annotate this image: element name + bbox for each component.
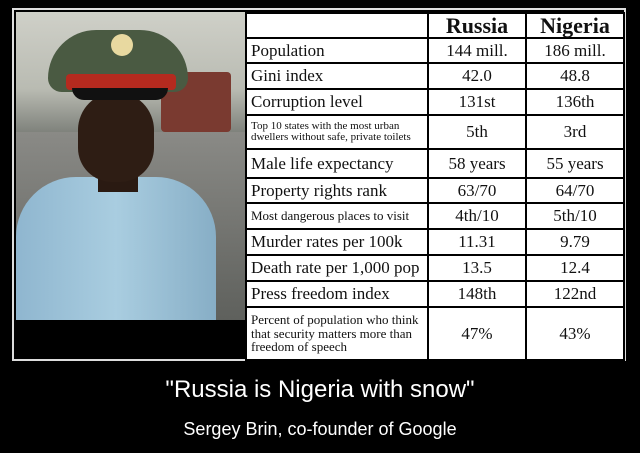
row-label: Top 10 states with the most urban dwelle… xyxy=(245,114,429,151)
caption-author: Sergey Brin, co-founder of Google xyxy=(183,419,457,439)
russia-value: 148th xyxy=(427,280,527,309)
table-row: Most dangerous places to visit 4th/10 5th/… xyxy=(245,202,625,231)
table-row: Property rights rank 63/70 64/70 xyxy=(245,177,625,205)
comparison-table: Russia Nigeria Population 144 mill. 186 mi… xyxy=(245,11,625,362)
table-row: Corruption level 131st 136th xyxy=(245,88,625,117)
table-row: Murder rates per 100k 11.31 9.79 xyxy=(245,228,625,257)
row-label: Death rate per 1,000 pop xyxy=(245,254,429,283)
row-label: Property rights rank xyxy=(245,177,429,205)
table-row: Top 10 states with the most urban dwelle… xyxy=(245,114,625,151)
cap-badge-icon xyxy=(111,34,133,56)
russia-value: 11.31 xyxy=(427,228,527,257)
nigeria-value: 64/70 xyxy=(525,177,625,205)
row-label: Gini index xyxy=(245,62,429,91)
table-row: Population 144 mill. 186 mill. xyxy=(245,37,625,65)
row-label: Population xyxy=(245,37,429,65)
table-row: Press freedom index 148th 122nd xyxy=(245,280,625,309)
russia-value: 47% xyxy=(427,306,527,362)
russia-value: 131st xyxy=(427,88,527,117)
russia-value: 13.5 xyxy=(427,254,527,283)
row-label: Most dangerous places to visit xyxy=(245,202,429,231)
table-row: Death rate per 1,000 pop 13.5 12.4 xyxy=(245,254,625,283)
nigeria-value: 186 mill. xyxy=(525,37,625,65)
row-label: Corruption level xyxy=(245,88,429,117)
nigeria-value: 43% xyxy=(525,306,625,362)
header-empty xyxy=(245,11,429,40)
header-russia: Russia xyxy=(427,11,527,40)
russia-value: 63/70 xyxy=(427,177,527,205)
nigeria-value: 122nd xyxy=(525,280,625,309)
table-header-row: Russia Nigeria xyxy=(245,11,625,40)
row-label: Male life expectancy xyxy=(245,148,429,180)
nigeria-value: 12.4 xyxy=(525,254,625,283)
table-row: Percent of population who think that sec… xyxy=(245,306,625,362)
nigeria-value: 3rd xyxy=(525,114,625,151)
nigeria-value: 136th xyxy=(525,88,625,117)
table-row: Male life expectancy 58 years 55 years xyxy=(245,148,625,180)
russia-value: 5th xyxy=(427,114,527,151)
header-nigeria: Nigeria xyxy=(525,11,625,40)
russia-value: 144 mill. xyxy=(427,37,527,65)
russia-value: 4th/10 xyxy=(427,202,527,231)
table-row: Gini index 42.0 48.8 xyxy=(245,62,625,91)
photo-uniformed-officer xyxy=(16,12,245,320)
russia-value: 58 years xyxy=(427,148,527,180)
caption-quote: "Russia is Nigeria with snow" xyxy=(165,376,475,403)
russia-value: 42.0 xyxy=(427,62,527,91)
nigeria-value: 55 years xyxy=(525,148,625,180)
row-label: Press freedom index xyxy=(245,280,429,309)
row-label: Murder rates per 100k xyxy=(245,228,429,257)
row-label: Percent of population who think that sec… xyxy=(245,306,429,362)
nigeria-value: 9.79 xyxy=(525,228,625,257)
nigeria-value: 5th/10 xyxy=(525,202,625,231)
nigeria-value: 48.8 xyxy=(525,62,625,91)
